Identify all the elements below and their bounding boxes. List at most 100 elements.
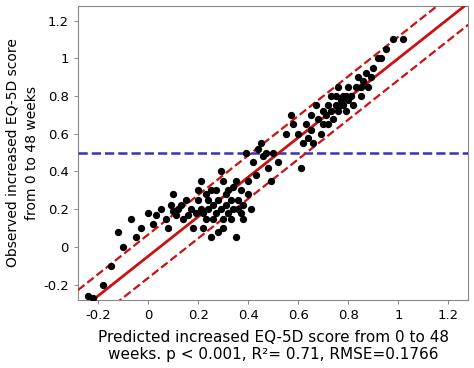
Point xyxy=(174,206,182,212)
X-axis label: Predicted increased EQ-5D score from 0 to 48
weeks. p < 0.001, R²= 0.71, RMSE=0.: Predicted increased EQ-5D score from 0 t… xyxy=(98,330,449,362)
Point xyxy=(157,206,164,212)
Point xyxy=(357,84,365,89)
Point xyxy=(227,216,235,222)
Y-axis label: Observed increased EQ-5D score
from 0 to 48 weeks: Observed increased EQ-5D score from 0 to… xyxy=(6,38,39,267)
Point xyxy=(149,221,157,227)
Point xyxy=(312,103,319,109)
Point xyxy=(262,150,270,156)
Point xyxy=(325,103,332,109)
Point xyxy=(337,97,345,103)
Point xyxy=(210,202,217,208)
Point xyxy=(202,191,210,197)
Point xyxy=(234,206,242,212)
Point xyxy=(197,206,204,212)
Point xyxy=(247,206,255,212)
Point xyxy=(169,191,177,197)
Point xyxy=(294,131,302,137)
Point xyxy=(107,263,114,269)
Point xyxy=(264,165,272,171)
Point xyxy=(390,36,397,42)
Point xyxy=(329,116,337,122)
Point xyxy=(274,159,282,165)
Point xyxy=(217,206,225,212)
Point xyxy=(314,116,322,122)
Point xyxy=(177,202,184,208)
Point xyxy=(332,93,339,99)
Point xyxy=(114,229,122,235)
Point xyxy=(217,169,225,174)
Point xyxy=(239,216,247,222)
Point xyxy=(382,46,390,52)
Point xyxy=(184,212,192,218)
Point xyxy=(327,93,335,99)
Point xyxy=(287,112,294,118)
Point xyxy=(300,140,307,146)
Point xyxy=(224,187,232,193)
Point xyxy=(337,103,345,109)
Point xyxy=(194,197,202,203)
Point xyxy=(167,202,174,208)
Point xyxy=(339,103,347,109)
Point xyxy=(222,202,229,208)
Point xyxy=(377,56,384,61)
Point xyxy=(307,127,315,133)
Point xyxy=(204,206,212,212)
Point xyxy=(189,225,197,231)
Point xyxy=(214,229,222,235)
Point xyxy=(245,178,252,184)
Point xyxy=(207,234,214,240)
Point xyxy=(249,159,257,165)
Point xyxy=(84,293,92,299)
Point xyxy=(239,202,247,208)
Point xyxy=(325,121,332,127)
Point xyxy=(137,225,145,231)
Point xyxy=(355,74,362,80)
Point xyxy=(357,93,365,99)
Point xyxy=(162,216,169,222)
Point xyxy=(302,121,310,127)
Point xyxy=(214,197,222,203)
Point xyxy=(332,103,339,109)
Point xyxy=(227,197,235,203)
Point xyxy=(290,121,297,127)
Point xyxy=(152,212,159,218)
Point xyxy=(345,97,352,103)
Point xyxy=(194,187,202,193)
Point xyxy=(219,178,227,184)
Point xyxy=(245,191,252,197)
Point xyxy=(370,65,377,71)
Point xyxy=(172,212,179,218)
Point xyxy=(204,197,212,203)
Point xyxy=(255,146,262,152)
Point xyxy=(342,108,350,114)
Point xyxy=(89,295,97,301)
Point xyxy=(119,244,127,250)
Point xyxy=(319,121,327,127)
Point xyxy=(374,56,382,61)
Point xyxy=(187,206,194,212)
Point xyxy=(182,197,190,203)
Point xyxy=(327,108,335,114)
Point xyxy=(127,216,134,222)
Point xyxy=(269,150,277,156)
Point xyxy=(219,225,227,231)
Point xyxy=(222,191,229,197)
Point xyxy=(164,225,172,231)
Point xyxy=(237,187,245,193)
Point xyxy=(234,197,242,203)
Point xyxy=(224,210,232,216)
Point xyxy=(400,36,407,42)
Point xyxy=(352,84,360,89)
Point xyxy=(322,112,329,118)
Point xyxy=(212,187,219,193)
Point xyxy=(317,131,325,137)
Point xyxy=(210,216,217,222)
Point xyxy=(202,216,210,222)
Point xyxy=(347,93,355,99)
Point xyxy=(207,187,214,193)
Point xyxy=(307,112,315,118)
Point xyxy=(200,210,207,216)
Point xyxy=(367,74,374,80)
Point xyxy=(200,225,207,231)
Point xyxy=(232,178,239,184)
